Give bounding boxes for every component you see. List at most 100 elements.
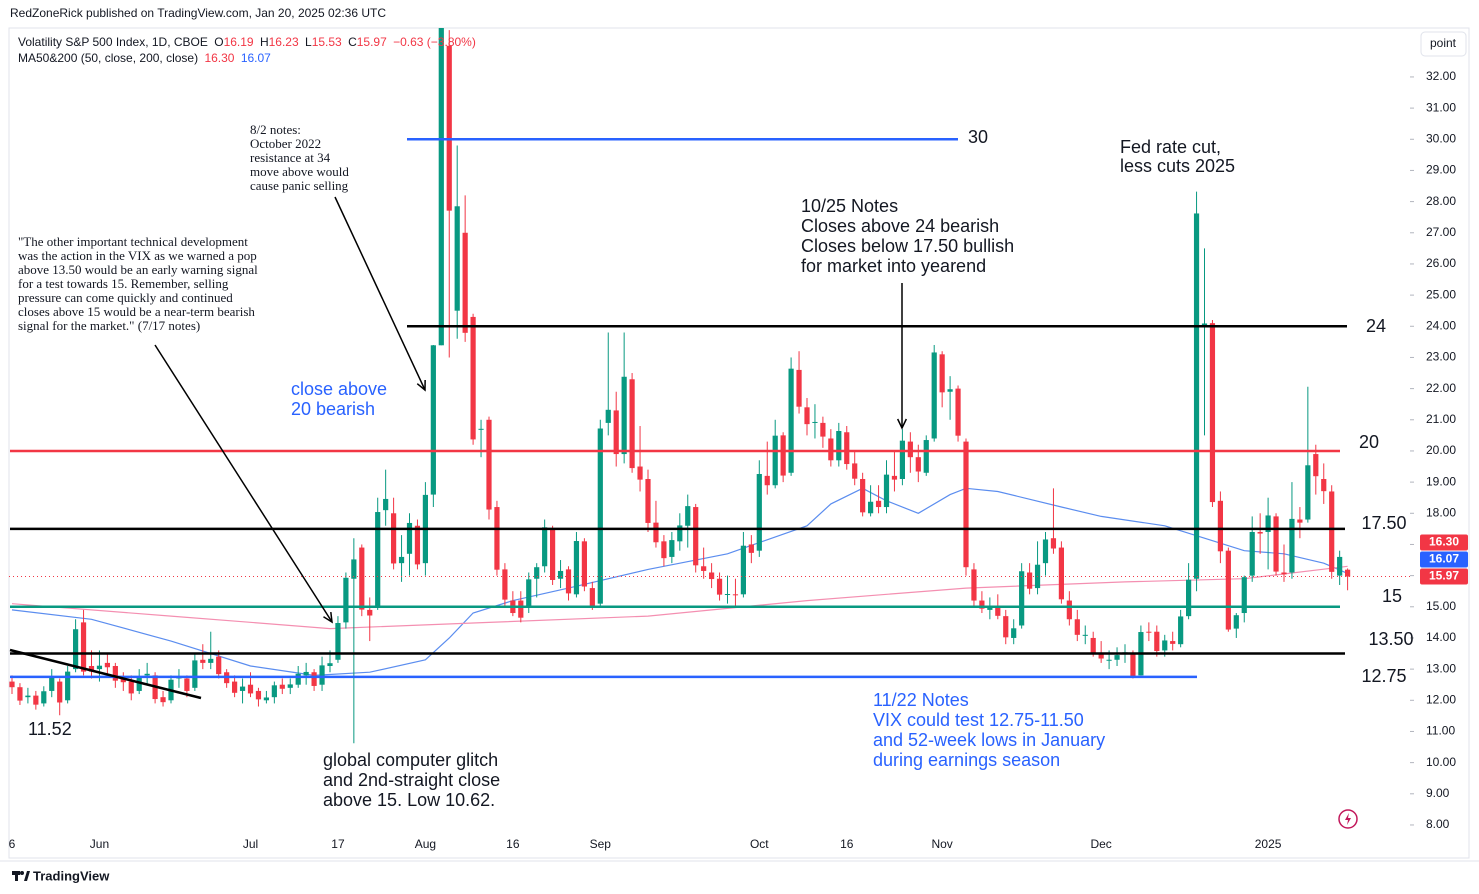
candle-body [891, 475, 898, 480]
y-tick-label: 20.00 [1426, 443, 1456, 457]
candle-body [430, 345, 436, 495]
candle-body [621, 376, 627, 455]
candle-body [947, 389, 953, 392]
scale-button[interactable] [1420, 31, 1467, 57]
candle-body [359, 547, 365, 610]
price-tag [1420, 551, 1468, 568]
candle-body [414, 525, 421, 565]
y-tick-label: 18.00 [1426, 505, 1456, 519]
legend-high: 16.23 [268, 35, 299, 49]
candle-body [1289, 518, 1295, 573]
x-tick-label: 16 [840, 837, 854, 851]
x-tick-label: Aug [415, 837, 436, 851]
candle-body [136, 677, 142, 691]
x-tick-label: 17 [331, 837, 345, 851]
legend-letter: O [214, 35, 224, 49]
y-tick-label: 31.00 [1426, 100, 1456, 114]
level-label: 15 [1382, 586, 1402, 606]
candle-body [112, 666, 118, 681]
candle-body [979, 600, 985, 609]
candle-body [406, 522, 413, 554]
level-label: 30 [968, 127, 988, 147]
candle-body [17, 687, 23, 701]
annotation: close above [291, 379, 387, 399]
ma-legend-title: MA50&200 (50, close, 200, close) [18, 51, 199, 65]
chart-frame [8, 27, 1470, 859]
candle-body [128, 681, 134, 694]
alert-bolt[interactable] [1345, 813, 1351, 825]
candle-body [971, 569, 977, 601]
candle-body [367, 609, 373, 616]
price-tag-label: 16.30 [1429, 535, 1459, 549]
candle-body [1178, 616, 1184, 645]
candle-body [542, 527, 548, 567]
candle-body [740, 545, 746, 595]
price-tag-label: 15.97 [1429, 569, 1459, 583]
publisher: RedZoneRick published on TradingView.com… [10, 6, 386, 20]
candle-body [693, 507, 699, 566]
candle-body [144, 673, 150, 676]
candle-body [557, 570, 564, 579]
price-tag-label: 16.07 [1429, 552, 1459, 566]
candle-body [239, 686, 246, 691]
candle-body [1297, 519, 1303, 523]
y-tick-label: 32.00 [1426, 69, 1456, 83]
annotation: and 52-week lows in January [873, 730, 1105, 750]
annotation: global computer glitch [323, 750, 498, 770]
y-tick-label: 30.00 [1426, 131, 1456, 145]
annotation: 10/25 Notes [801, 196, 898, 216]
candle-body [613, 410, 619, 455]
candle-body [931, 352, 937, 439]
candle-body [629, 379, 635, 469]
y-tick-label: 10.00 [1426, 755, 1456, 769]
candle-body [637, 466, 643, 480]
annotation: signal for the market." (7/17 notes) [18, 318, 200, 333]
annotation: Fed rate cut, [1120, 137, 1221, 157]
symbol: Volatility S&P 500 Index, 1D, CBOE [18, 35, 208, 49]
annotation: "The other important technical developme… [18, 234, 248, 249]
candle-body [120, 678, 126, 683]
candle-body [955, 388, 961, 436]
candle-body [836, 431, 842, 461]
price-tag [1420, 568, 1468, 585]
candle-body [1257, 531, 1263, 534]
candle-body [868, 501, 874, 514]
level-label: 17.50 [1361, 513, 1406, 533]
candle-body [9, 681, 15, 688]
candle-body [1019, 571, 1025, 626]
candle-body [295, 673, 301, 685]
candle-body [80, 622, 87, 672]
candle-body [311, 672, 317, 686]
y-tick-label: 15.00 [1426, 599, 1456, 613]
legend-open: 16.19 [223, 35, 254, 49]
candle-body [200, 659, 206, 663]
candle-body [573, 541, 580, 595]
level-label: 24 [1366, 316, 1386, 336]
candle-body [327, 663, 333, 667]
scale-button-label[interactable]: point [1430, 36, 1457, 50]
candle-body [581, 541, 587, 587]
candle-body [1011, 628, 1017, 638]
candle-body [883, 474, 890, 508]
candle-body [208, 658, 214, 663]
arrow [334, 196, 426, 391]
candle-body [1193, 213, 1200, 579]
y-tick-label: 19.00 [1426, 474, 1456, 488]
candle-body [1241, 577, 1247, 614]
candle-body [597, 428, 603, 604]
candle-body [772, 435, 778, 486]
candle-body [1042, 539, 1049, 564]
candle-body [1162, 640, 1168, 651]
y-tick-label: 22.00 [1426, 381, 1456, 395]
candle-body [875, 500, 882, 508]
candle-body [685, 506, 691, 526]
legend-letter: H [259, 35, 269, 49]
candle-body [1217, 500, 1223, 552]
candle-body [391, 513, 397, 564]
ma-legend-value: 16.30 [204, 51, 235, 65]
candle-body [65, 671, 71, 701]
candle-body [518, 600, 524, 618]
candle-body [844, 432, 850, 465]
x-tick-label: Dec [1090, 837, 1111, 851]
alert-icon[interactable] [1338, 809, 1358, 829]
